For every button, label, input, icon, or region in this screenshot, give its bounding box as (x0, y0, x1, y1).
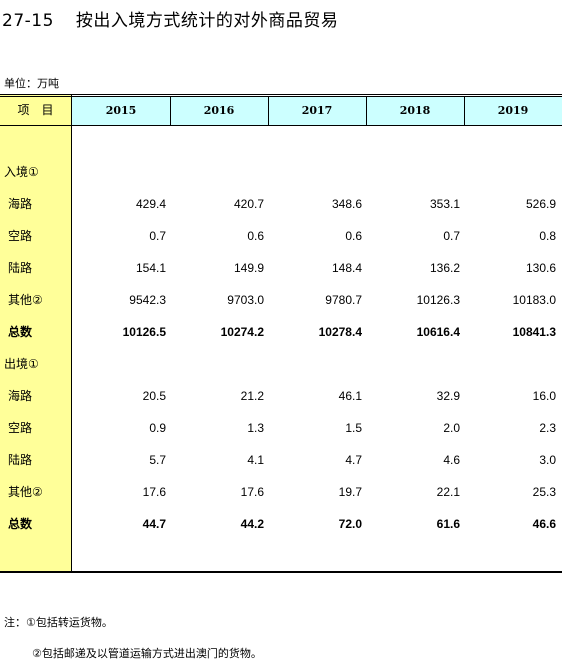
header-separator (366, 96, 367, 125)
stub-divider (71, 94, 72, 573)
table-cell: 1.5 (345, 421, 362, 435)
table-cell: 44.2 (240, 517, 264, 531)
table-cell: 25.3 (532, 485, 556, 499)
row-label: 海路 (8, 389, 33, 403)
header-bottom-rule (0, 125, 562, 126)
table-title: 按出入境方式统计的对外商品贸易 (75, 11, 339, 31)
table-cell: 9780.7 (325, 293, 362, 307)
table-cell: 0.8 (539, 229, 556, 243)
table-cell: 0.7 (443, 229, 460, 243)
row-label: 其他② (8, 485, 43, 499)
column-header-0: 2015 (105, 104, 137, 117)
table-cell: 9542.3 (129, 293, 166, 307)
table-cell: 19.7 (338, 485, 362, 499)
table-cell: 10616.4 (416, 325, 460, 339)
table-cell: 10274.2 (220, 325, 264, 339)
table-row: 总数 44.7 44.2 72.0 61.6 46.6 (0, 513, 562, 535)
table-top-rule (0, 94, 562, 95)
table-cell: 10841.3 (512, 325, 556, 339)
table-cell: 0.6 (247, 229, 264, 243)
table-row: 其他② 9542.3 9703.0 9780.7 10126.3 10183.0 (0, 289, 562, 311)
table-row: 空路 0.9 1.3 1.5 2.0 2.3 (0, 417, 562, 439)
table-cell: 46.1 (338, 389, 362, 403)
header-background (72, 96, 562, 125)
table-number: 27-15 (2, 11, 54, 31)
table-row: 海路 20.5 21.2 46.1 32.9 16.0 (0, 385, 562, 407)
column-header-2: 2017 (301, 104, 333, 117)
table-cell: 2.0 (443, 421, 460, 435)
row-label: 海路 (8, 197, 33, 211)
header-separator (170, 96, 171, 125)
table-row: 总数 10126.5 10274.2 10278.4 10616.4 10841.3 (0, 321, 562, 343)
row-label: 其他② (8, 293, 43, 307)
page-title: 27-15 按出入境方式统计的对外商品贸易 (2, 6, 338, 31)
section-heading: 入境① (4, 165, 39, 179)
table-row: 空路 0.7 0.6 0.6 0.7 0.8 (0, 225, 562, 247)
section-heading: 出境① (4, 357, 39, 371)
table-row: 陆路 5.7 4.1 4.7 4.6 3.0 (0, 449, 562, 471)
unit-label: 单位：万吨 (4, 77, 59, 90)
section-heading-row: 出境① (0, 353, 562, 375)
row-label: 空路 (8, 229, 33, 243)
table-cell: 46.6 (532, 517, 556, 531)
stub-column-background (0, 94, 71, 573)
table-cell: 148.4 (331, 261, 362, 275)
footnote-1: 注：①包括转运货物。 (4, 616, 113, 629)
table-cell: 44.7 (142, 517, 166, 531)
table-cell: 1.3 (247, 421, 264, 435)
row-label: 总数 (8, 517, 33, 531)
stub-header: 项 目 (17, 103, 54, 117)
table-cell: 10278.4 (318, 325, 362, 339)
table-bottom-rule (0, 571, 562, 573)
table-cell: 526.9 (525, 197, 556, 211)
table-cell: 22.1 (436, 485, 460, 499)
footnote-2: ②包括邮递及以管道运输方式进出澳门的货物。 (32, 647, 262, 660)
table-cell: 10183.0 (512, 293, 556, 307)
table-cell: 130.6 (525, 261, 556, 275)
table-row: 海路 429.4 420.7 348.6 353.1 526.9 (0, 193, 562, 215)
table-cell: 5.7 (149, 453, 166, 467)
table-row: 其他② 17.6 17.6 19.7 22.1 25.3 (0, 481, 562, 503)
table-top-rule-inner (0, 96, 562, 97)
row-label: 空路 (8, 421, 33, 435)
table-cell: 9703.0 (227, 293, 264, 307)
section-heading-row: 入境① (0, 161, 562, 183)
table-cell: 4.6 (443, 453, 460, 467)
table-cell: 17.6 (240, 485, 264, 499)
header-separator (268, 96, 269, 125)
table-row: 陆路 154.1 149.9 148.4 136.2 130.6 (0, 257, 562, 279)
table-cell: 32.9 (436, 389, 460, 403)
table-cell: 10126.5 (122, 325, 166, 339)
row-label: 陆路 (8, 453, 33, 467)
table-cell: 0.7 (149, 229, 166, 243)
table-cell: 21.2 (240, 389, 264, 403)
table-cell: 17.6 (142, 485, 166, 499)
table-cell: 149.9 (233, 261, 264, 275)
header-separator (464, 96, 465, 125)
table-cell: 0.6 (345, 229, 362, 243)
row-label: 陆路 (8, 261, 33, 275)
table-cell: 348.6 (331, 197, 362, 211)
table-cell: 61.6 (436, 517, 460, 531)
row-label: 总数 (8, 325, 33, 339)
table-cell: 0.9 (149, 421, 166, 435)
table-cell: 4.7 (345, 453, 362, 467)
table-cell: 72.0 (338, 517, 362, 531)
column-header-4: 2019 (497, 104, 529, 117)
column-header-3: 2018 (399, 104, 431, 117)
data-table: 项 目 2015 2016 2017 2018 2019 入境① 海路 429.4 420.7 3… (0, 94, 562, 573)
table-cell: 4.1 (247, 453, 264, 467)
table-cell: 10126.3 (416, 293, 460, 307)
table-cell: 2.3 (539, 421, 556, 435)
table-cell: 3.0 (539, 453, 556, 467)
table-cell: 136.2 (429, 261, 460, 275)
column-header-1: 2016 (203, 104, 235, 117)
table-cell: 20.5 (142, 389, 166, 403)
table-cell: 420.7 (233, 197, 264, 211)
table-cell: 353.1 (429, 197, 460, 211)
table-cell: 154.1 (135, 261, 166, 275)
table-cell: 429.4 (135, 197, 166, 211)
table-cell: 16.0 (532, 389, 556, 403)
